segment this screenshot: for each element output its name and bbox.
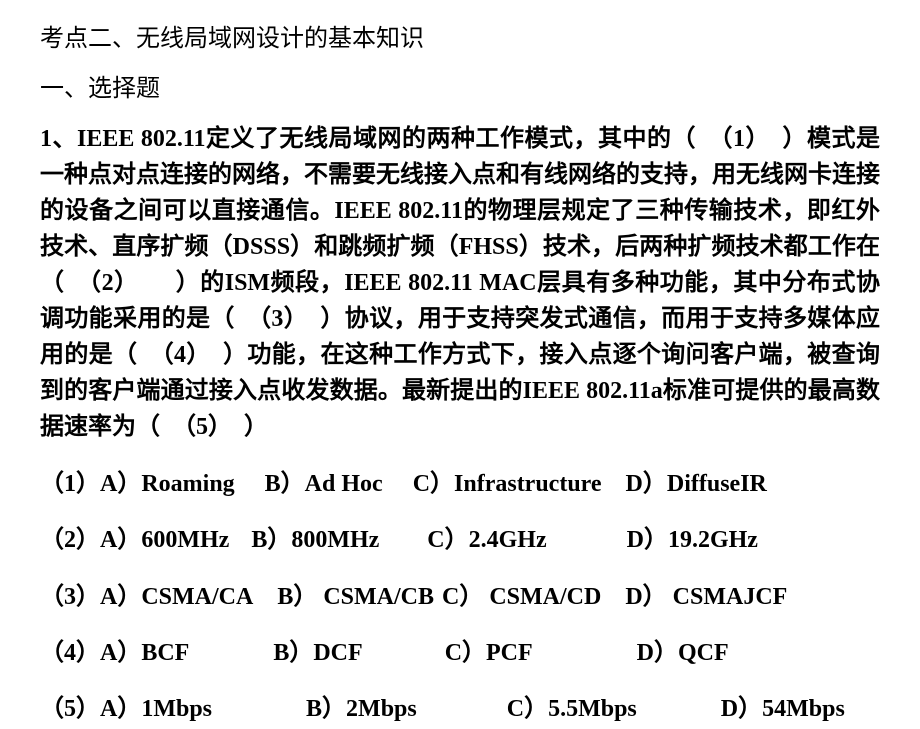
option-item: A）Roaming [100,465,235,503]
option-row-4: （4）A）BCF B）DCF C）PCF D）QCF [40,634,880,672]
option-item: B） CSMA/CB [277,578,434,616]
option-item: D） CSMAJCF [625,578,787,616]
option-row-1: （1）A）Roaming B）Ad Hoc C）Infrastructure D）Di… [40,465,880,503]
section-title: 考点二、无线局域网设计的基本知识 [40,20,880,58]
option-item: B）2Mbps [306,690,417,728]
option-item: D）QCF [637,634,729,672]
option-item: A）CSMA/CA [100,578,253,616]
sub-section-title: 一、选择题 [40,70,880,108]
option-item: B）Ad Hoc [265,465,383,503]
option-label: （2） [40,521,100,559]
option-item: A）BCF [100,634,189,672]
option-item: C） CSMA/CD [442,578,601,616]
option-label: （5） [40,690,100,728]
option-item: D）DiffuseIR [626,465,767,503]
option-item: C）Infrastructure [413,465,602,503]
option-item: B）800MHz [251,521,379,559]
option-row-3: （3）A）CSMA/CA B） CSMA/CBC） CSMA/CD D） CSMAJ… [40,578,880,616]
option-item: C）5.5Mbps [507,690,637,728]
option-row-2: （2）A）600MHz B）800MHz C）2.4GHz D）19.2GHz [40,521,880,559]
question-text: 1、IEEE 802.11定义了无线局域网的两种工作模式，其中的（ （1） ）模… [40,121,880,445]
option-item: D）54Mbps [721,690,845,728]
option-label: （4） [40,634,100,672]
option-label: （1） [40,465,100,503]
option-item: B）DCF [273,634,362,672]
option-item: A）1Mbps [100,690,212,728]
options-container: （1）A）Roaming B）Ad Hoc C）Infrastructure D）Di… [40,465,880,729]
option-item: D）19.2GHz [627,521,758,559]
option-label: （3） [40,578,100,616]
option-item: C）PCF [445,634,533,672]
option-item: C）2.4GHz [427,521,546,559]
option-row-5: （5）A）1Mbps B）2Mbps C）5.5Mbps D）54Mbps [40,690,880,728]
option-item: A）600MHz [100,521,229,559]
